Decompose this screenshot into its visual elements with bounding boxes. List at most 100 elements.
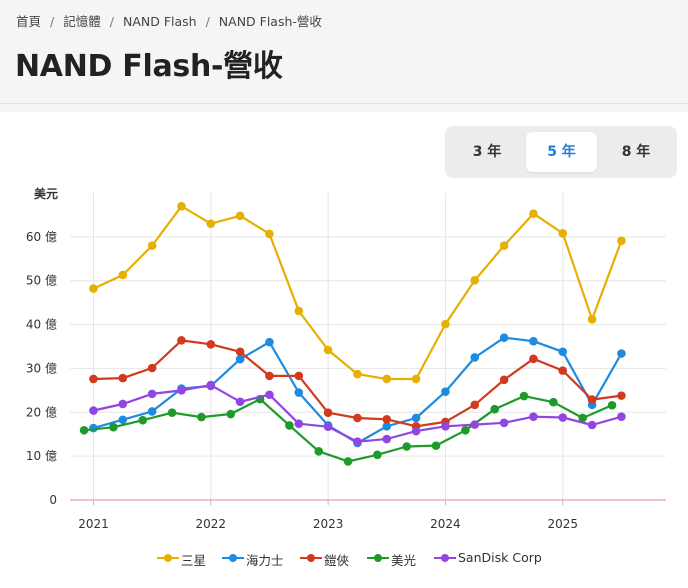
data-point [587,420,597,430]
legend-marker-icon [222,554,244,562]
data-point [617,236,626,246]
range-5y-button[interactable]: 5 年 [526,132,597,172]
legend-marker-icon [157,554,179,562]
data-point [265,229,274,239]
data-point [147,407,157,416]
y-tick-label: 20 億 [26,405,57,419]
x-tick-label: 2024 [430,517,461,531]
data-point [294,306,304,316]
data-point [147,241,157,250]
breadcrumb-memory-link[interactable]: 記憶體 [63,14,101,29]
data-point [294,419,304,428]
data-point [235,354,245,364]
x-tick-label: 2023 [313,517,344,531]
x-tick-label: 2021 [78,517,109,531]
data-point [558,347,568,357]
breadcrumb: 首頁 / 記憶體 / NAND Flash / NAND Flash-營收 [16,11,322,30]
data-point [294,371,304,381]
data-point [89,406,98,415]
data-point [343,457,353,466]
legend-marker-icon [300,554,322,562]
data-point [118,270,128,280]
breadcrumb-nand-link[interactable]: NAND Flash [122,14,197,29]
legend-label: 海力士 [246,553,284,568]
data-point [323,422,333,432]
data-point [461,425,470,435]
time-range-selector: 3 年 5 年 8 年 [445,126,677,178]
data-point [617,391,626,400]
data-point [177,336,186,345]
data-point [147,363,157,373]
series-line-0 [93,205,623,381]
data-point [197,412,206,422]
data-point [138,415,148,425]
breadcrumb-separator: / [109,14,114,29]
data-point [294,388,304,397]
data-point [382,374,392,384]
data-point [177,386,186,395]
y-tick-label: 40 億 [26,318,57,332]
data-point [226,409,236,419]
data-point [549,397,558,407]
data-point [411,374,421,384]
data-point [558,413,568,422]
legend-label: 三星 [181,553,207,568]
data-point [529,354,538,364]
data-point [265,390,274,400]
data-point [499,241,509,250]
data-point [89,374,98,384]
data-point [382,422,392,431]
data-point [323,408,333,418]
data-point [499,418,509,428]
data-point [323,345,333,355]
data-point [314,447,324,456]
data-point [353,437,362,446]
data-point [285,421,294,430]
data-point [382,415,392,424]
legend-marker-icon [434,554,456,562]
data-point [529,336,538,346]
page-header: 首頁 / 記憶體 / NAND Flash / NAND Flash-營收 NAND Fla… [0,0,688,104]
data-point [529,209,538,218]
data-point [235,211,245,221]
data-point [89,284,98,293]
data-point [167,408,177,418]
data-point [373,450,382,460]
chart-legend: 三星 海力士 鎧俠 美光 SanDisk Corp [0,548,688,570]
data-point [206,380,216,390]
data-point [519,391,529,401]
data-point [265,337,274,347]
data-point [402,442,412,451]
y-tick-label: 60 億 [26,230,57,244]
data-point [499,375,509,385]
data-point [490,404,500,414]
data-point [353,413,362,423]
data-point [529,412,538,421]
legend-marker-icon [367,554,389,562]
data-point [411,426,421,436]
data-point [79,425,89,435]
legend-label: 美光 [391,553,417,568]
data-point [607,400,617,410]
x-tick-label: 2025 [547,517,578,531]
breadcrumb-current: NAND Flash-營收 [218,14,322,29]
data-point [470,420,480,429]
revenue-line-chart: 美元 0 10 億 20 億 30 億 40 億 50 億 60 億 2021 2022 2023 2… [26,186,666,531]
chart-card [0,112,688,588]
data-point [411,413,421,423]
range-3y-button[interactable]: 3 年 [472,144,502,160]
data-point [235,397,245,407]
data-point [206,340,216,349]
data-point [470,400,480,410]
breadcrumb-separator: / [205,14,210,29]
breadcrumb-home-link[interactable]: 首頁 [16,14,42,29]
data-point [441,387,450,396]
y-axis-label: 美元 [34,186,58,201]
data-point [118,415,128,425]
data-point [118,373,128,383]
data-point [118,399,128,409]
range-8y-button[interactable]: 8 年 [621,144,651,160]
section-gap [0,104,688,112]
page-title: NAND Flash-營收 [15,49,283,84]
y-tick-label: 50 億 [26,274,57,288]
